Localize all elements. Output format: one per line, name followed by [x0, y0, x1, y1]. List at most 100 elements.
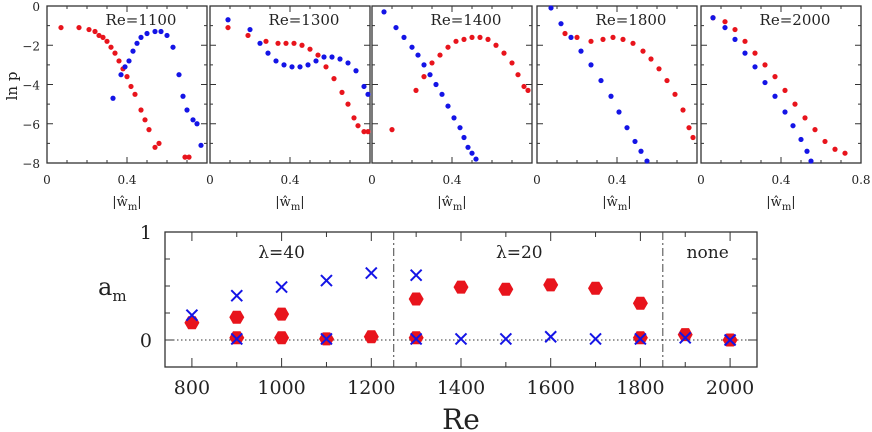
x-tick-label: 800	[174, 377, 210, 399]
red-point	[124, 74, 130, 80]
blue-point	[421, 62, 427, 68]
blue-point	[722, 24, 728, 31]
top-panel: 0 0.4 |ŵm| Re=1800	[533, 5, 698, 213]
blue-point	[461, 134, 467, 141]
blue-point	[808, 158, 814, 164]
top-panel: 0 0.4 0.8 |ŵm| Re=2000	[697, 5, 871, 213]
blue-point	[457, 125, 463, 131]
red-point	[752, 50, 758, 56]
red-point	[421, 74, 427, 80]
red-point	[792, 101, 798, 107]
red-point	[100, 34, 106, 41]
red-point	[437, 52, 443, 58]
red-point	[515, 72, 521, 78]
blue-point	[130, 48, 136, 54]
red-point	[152, 144, 158, 150]
blue-point	[329, 54, 335, 60]
x-tick-label: 0.4	[442, 173, 461, 187]
x-tick-label: 0	[43, 173, 51, 187]
blue-point	[710, 15, 716, 21]
blue-point	[409, 44, 415, 50]
cross-stroke	[409, 332, 423, 346]
blue-point	[337, 56, 343, 62]
top-panel: 0 0.4 |ŵm| Re=1100	[43, 5, 208, 213]
red-point	[610, 34, 616, 41]
top-y-tick-label: −4	[22, 79, 40, 93]
cross-stroke	[185, 308, 199, 322]
cross-stroke	[679, 331, 692, 345]
red-point	[525, 87, 531, 93]
x-tick-label: 1200	[347, 377, 395, 399]
blue-point	[433, 81, 439, 88]
y-tick-label: 1	[140, 222, 152, 244]
blue-point	[782, 109, 788, 115]
blue-cross-marker	[723, 333, 737, 347]
blue-cross-marker	[230, 332, 243, 346]
x-tick-label: 1000	[257, 377, 305, 399]
red-point	[299, 42, 305, 48]
blue-point	[473, 156, 479, 162]
red-point	[182, 154, 188, 160]
blue-point	[180, 93, 186, 99]
x-axis-label: Re	[442, 403, 480, 432]
region-label: λ=40	[258, 243, 305, 263]
red-point	[501, 50, 507, 56]
blue-point	[126, 58, 132, 64]
red-point	[132, 91, 138, 97]
blue-point	[616, 109, 622, 115]
red-point	[283, 40, 289, 46]
x-tick-label: 0.4	[280, 173, 299, 187]
red-point	[389, 127, 395, 133]
blue-cross-marker	[409, 268, 423, 282]
red-point	[413, 87, 419, 93]
blue-point	[198, 142, 204, 148]
x-tick-label: 1800	[616, 377, 664, 399]
blue-point	[469, 150, 475, 156]
red-point	[461, 36, 467, 42]
blue-point	[465, 144, 471, 150]
blue-point	[415, 52, 421, 58]
blue-point	[273, 58, 279, 64]
red-point	[86, 26, 92, 33]
blue-point	[772, 93, 778, 99]
blue-cross-marker	[275, 280, 288, 294]
x-tick-label: 2000	[706, 377, 754, 399]
blue-point	[365, 91, 371, 97]
panel-title: Re=1400	[431, 11, 502, 29]
red-point	[640, 48, 646, 54]
red-point	[477, 34, 483, 41]
blue-point	[152, 28, 158, 35]
blue-cross-marker	[230, 289, 243, 302]
blue-point	[624, 125, 630, 131]
red-point	[509, 60, 515, 66]
red-point	[128, 83, 134, 90]
blue-cross-marker	[365, 266, 378, 280]
blue-point	[790, 123, 796, 129]
blue-point	[638, 148, 644, 154]
blue-point	[297, 64, 303, 70]
red-point	[485, 36, 491, 42]
red-point	[822, 138, 828, 145]
cross-stroke	[230, 332, 243, 346]
blue-cross-marker	[589, 332, 602, 346]
blue-point	[190, 117, 196, 123]
blue-point	[225, 17, 231, 23]
red-hexagon-marker	[363, 330, 379, 344]
red-point	[339, 89, 345, 95]
red-point	[680, 107, 686, 113]
blue-cross-marker	[634, 332, 647, 346]
blue-point	[164, 32, 170, 39]
cross-stroke	[275, 280, 288, 294]
top-panel: 0 0.4 |ŵm| Re=1300	[206, 5, 371, 213]
panel-title: Re=1100	[106, 11, 177, 29]
red-hexagon-marker	[677, 328, 693, 342]
cross-stroke	[723, 333, 737, 347]
blue-point	[381, 9, 387, 15]
blue-point	[281, 62, 287, 68]
red-point	[588, 38, 594, 44]
cross-stroke	[320, 332, 333, 346]
blue-point	[118, 72, 124, 78]
blue-point	[568, 34, 574, 41]
cross-stroke	[499, 332, 513, 346]
blue-point	[732, 36, 738, 42]
